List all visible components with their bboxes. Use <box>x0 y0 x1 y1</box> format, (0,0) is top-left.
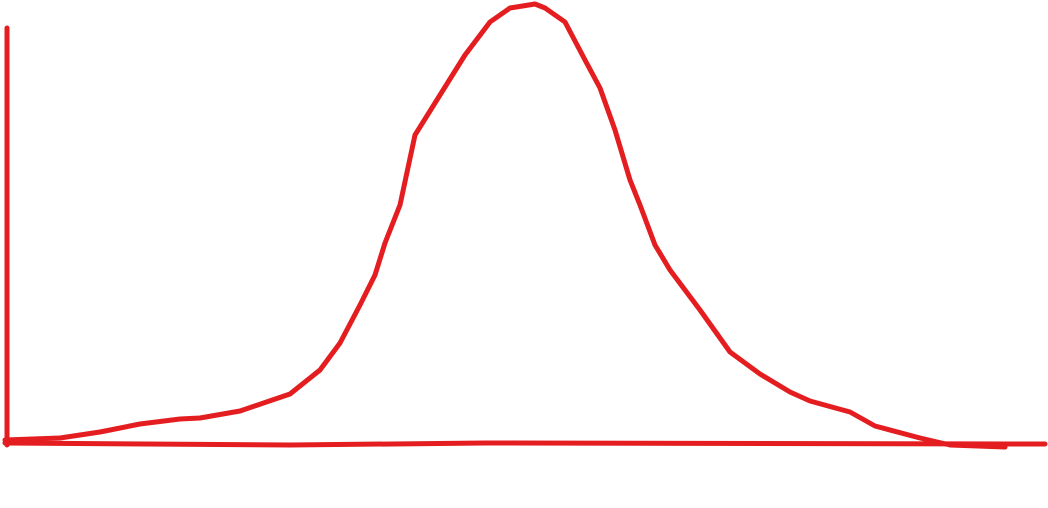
x-axis-line <box>2 440 1048 448</box>
bell-curve <box>2 1 1008 450</box>
